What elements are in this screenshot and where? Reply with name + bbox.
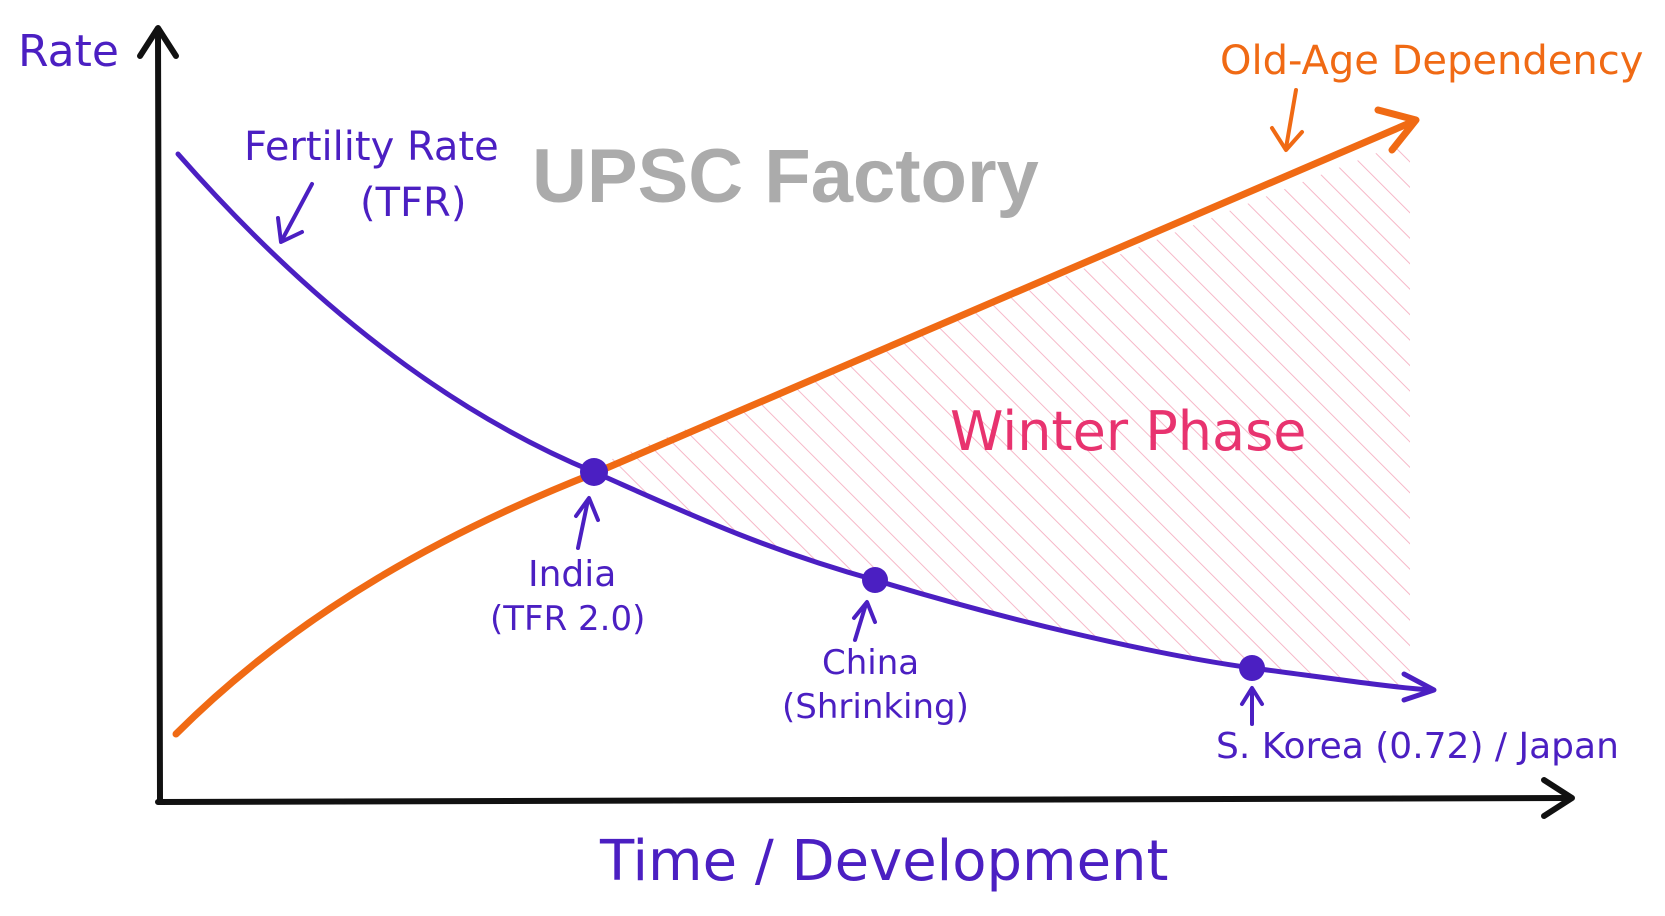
fertility-curve (175, 151, 1437, 703)
dependency-curve (172, 106, 1420, 738)
dependency-label: Old-Age Dependency (1220, 38, 1643, 84)
pointer-arrows (276, 88, 1304, 726)
china-arrow (853, 602, 868, 642)
fertility-arrowhead (1401, 671, 1437, 703)
china-label-sub: (Shrinking) (782, 687, 969, 727)
india-arrow (576, 498, 590, 550)
india-label-sub: (TFR 2.0) (490, 599, 645, 639)
watermark: UPSC Factory (532, 134, 1039, 219)
y-axis (155, 27, 163, 803)
point-china (862, 567, 888, 593)
fertility-label: Fertility Rate (244, 124, 499, 170)
data-points (580, 458, 1265, 681)
fertility-label-arrow (280, 182, 314, 242)
india-label: India (528, 554, 616, 595)
y-axis-arrowhead (137, 25, 179, 59)
x-axis-label: Time / Development (599, 829, 1169, 894)
winter-phase-label: Winter Phase (950, 400, 1306, 463)
point-korea-japan (1239, 655, 1265, 681)
dependency-arrowhead (1374, 106, 1420, 154)
y-axis-label: Rate (18, 26, 119, 77)
korea-japan-label: S. Korea (0.72) / Japan (1216, 726, 1619, 767)
x-axis (155, 795, 1573, 805)
point-india (580, 458, 608, 486)
axes (137, 25, 1575, 819)
dependency-label-arrow (1284, 88, 1298, 150)
fertility-label-sub: (TFR) (360, 180, 466, 226)
x-axis-arrowhead (1541, 777, 1575, 819)
china-label: China (822, 643, 919, 683)
